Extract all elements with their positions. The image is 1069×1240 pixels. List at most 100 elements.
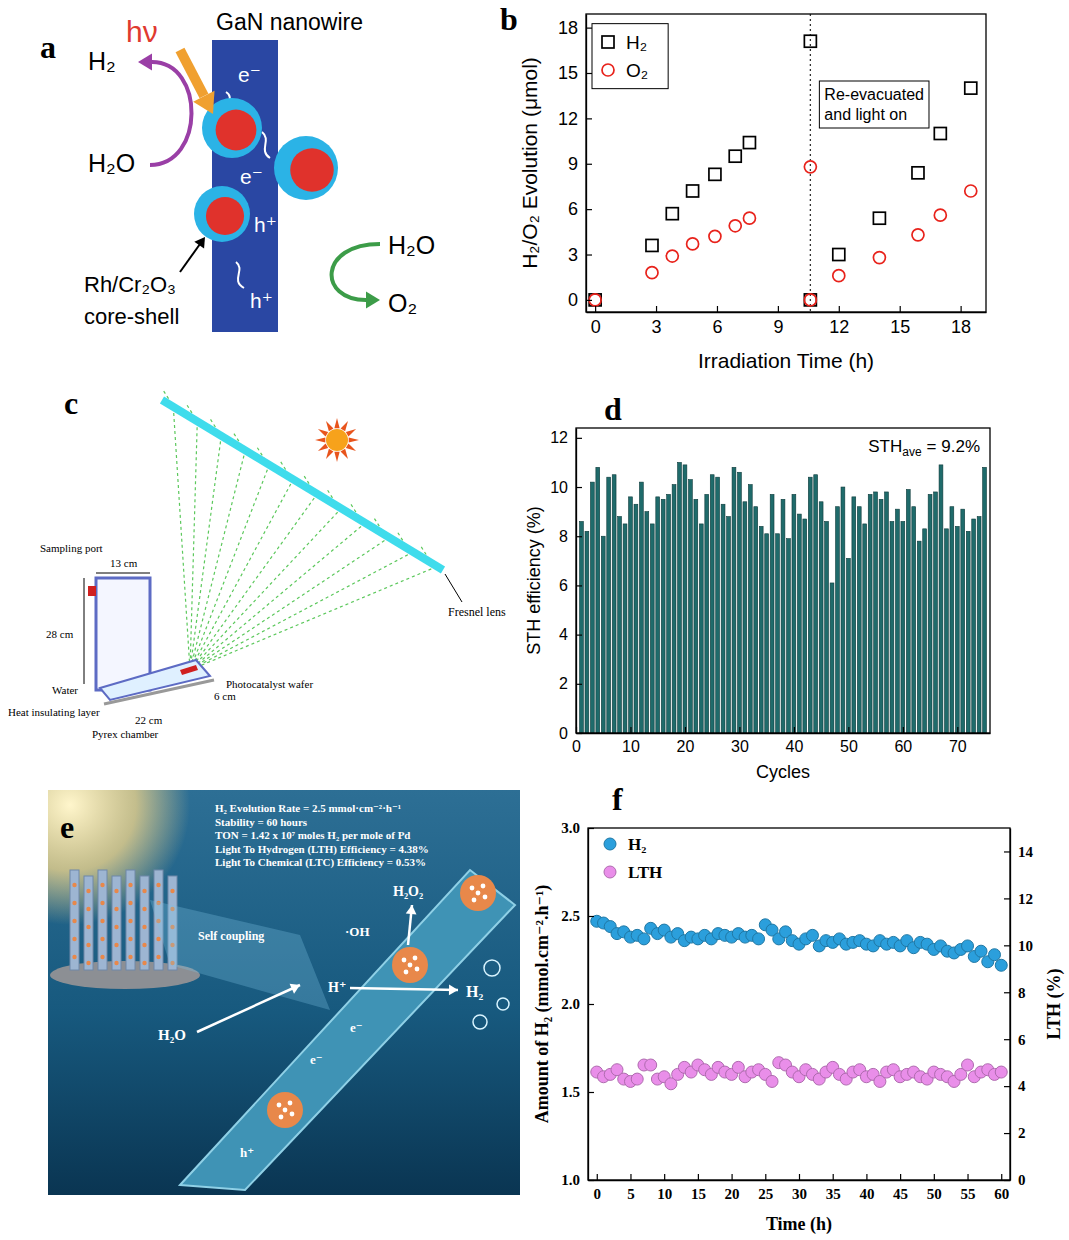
sun-ray	[346, 429, 356, 436]
cocatalyst-core	[206, 197, 244, 235]
tick-label: 1.0	[561, 1172, 580, 1188]
tick: 40	[785, 727, 803, 755]
label: 6 cm	[214, 690, 236, 702]
point	[962, 1059, 974, 1071]
axis-y2ticks: 02468101214	[1004, 829, 1034, 1189]
nanowire-array	[84, 876, 93, 970]
tick-label: 2	[559, 675, 568, 692]
particle-dot	[290, 1112, 295, 1117]
tick: 2.0	[561, 996, 594, 1012]
bar	[841, 487, 845, 733]
bar	[705, 494, 709, 733]
tick: 10	[622, 727, 640, 755]
tick-label: 30	[792, 1186, 807, 1202]
annotation-text: Re-evacuatedand light on	[824, 86, 924, 123]
point	[743, 137, 755, 149]
tick-label: 35	[826, 1186, 841, 1202]
particle	[100, 901, 104, 905]
bar	[852, 497, 856, 733]
bar	[580, 521, 584, 733]
bar	[787, 539, 791, 733]
bar	[732, 467, 736, 733]
nanowire	[212, 40, 278, 332]
tick-label: 3	[568, 245, 578, 265]
bar	[792, 494, 796, 733]
bar	[716, 477, 720, 733]
axis-xticks: 0369121518	[587, 306, 987, 337]
bar	[803, 519, 807, 733]
particle	[142, 907, 146, 911]
point	[646, 267, 658, 279]
bar	[890, 521, 894, 733]
particle-dot	[404, 970, 409, 975]
point	[638, 933, 650, 945]
label: Photocatalyst wafer	[226, 678, 313, 690]
bar	[934, 492, 938, 733]
bar	[863, 524, 867, 733]
tick-mark	[656, 306, 657, 312]
annotation-box	[819, 81, 929, 128]
tick-label: 15	[890, 317, 910, 337]
axis-yticks: 0369121518	[558, 15, 592, 313]
tick-mark	[934, 1174, 935, 1180]
bar	[912, 507, 916, 733]
tick-label: 8	[559, 528, 568, 545]
light-arrow	[180, 50, 204, 96]
legend: H₂O₂	[592, 24, 668, 89]
point	[873, 252, 885, 264]
point	[965, 185, 977, 197]
tick-mark	[588, 1004, 594, 1005]
label: 22 cm	[135, 714, 163, 726]
bar	[694, 499, 698, 733]
bar	[945, 529, 949, 733]
tick-mark	[731, 1174, 732, 1180]
bar	[629, 497, 633, 733]
diagram-c: cSampling port13 cm28 cmWaterHeat insula…	[8, 385, 506, 740]
label: Self coupling	[198, 929, 264, 943]
light-ray	[190, 484, 291, 670]
tick: 18	[951, 306, 971, 337]
arrow-head	[138, 54, 152, 71]
axis-title: STH efficiency (%)	[524, 506, 544, 655]
bar	[618, 517, 622, 733]
annotation: STHave= 9.2%	[868, 437, 980, 459]
tick-label: 20	[677, 738, 695, 755]
label: core-shell	[84, 304, 179, 329]
particle-dot	[413, 956, 418, 961]
particle	[128, 919, 132, 923]
light-ray	[190, 470, 267, 670]
label: h⁺	[250, 289, 273, 312]
tick-label: 18	[951, 317, 971, 337]
point	[833, 249, 845, 261]
particle	[114, 925, 118, 929]
tick-mark	[630, 1174, 631, 1180]
bar	[901, 521, 905, 733]
tick: 0	[1004, 1172, 1026, 1188]
pd-particle	[392, 947, 428, 983]
bar	[950, 507, 954, 733]
tick-mark	[967, 1174, 968, 1180]
tick-label: 45	[893, 1186, 908, 1202]
tick-label: 15	[691, 1186, 706, 1202]
point	[833, 270, 845, 282]
label: H₂ Evolution Rate = 2.5 mmol·cm⁻²·h⁻¹	[215, 802, 401, 814]
series	[589, 161, 977, 306]
point	[687, 185, 699, 197]
tick-label: 8	[1018, 985, 1026, 1001]
chart: 03691215180369121518Irradiation Time (h)…	[500, 1, 987, 372]
cocatalyst-core	[290, 148, 334, 192]
tick: 12	[558, 109, 592, 129]
plot-frame	[588, 828, 1010, 1180]
particle-dot	[470, 886, 475, 891]
diagram-e: eH₂ Evolution Rate = 2.5 mmol·cm⁻²·h⁻¹St…	[0, 685, 520, 1195]
label: Pyrex chamber	[92, 728, 159, 740]
plot-frame	[586, 14, 986, 312]
bar	[710, 475, 714, 733]
label: H₂O₂	[393, 884, 423, 899]
tick-mark	[588, 1180, 594, 1181]
tick-label: 3.0	[561, 820, 580, 836]
annotation-part: = 9.2%	[927, 437, 980, 456]
particle	[86, 907, 90, 911]
bar	[765, 534, 769, 733]
legend-box	[592, 24, 668, 89]
